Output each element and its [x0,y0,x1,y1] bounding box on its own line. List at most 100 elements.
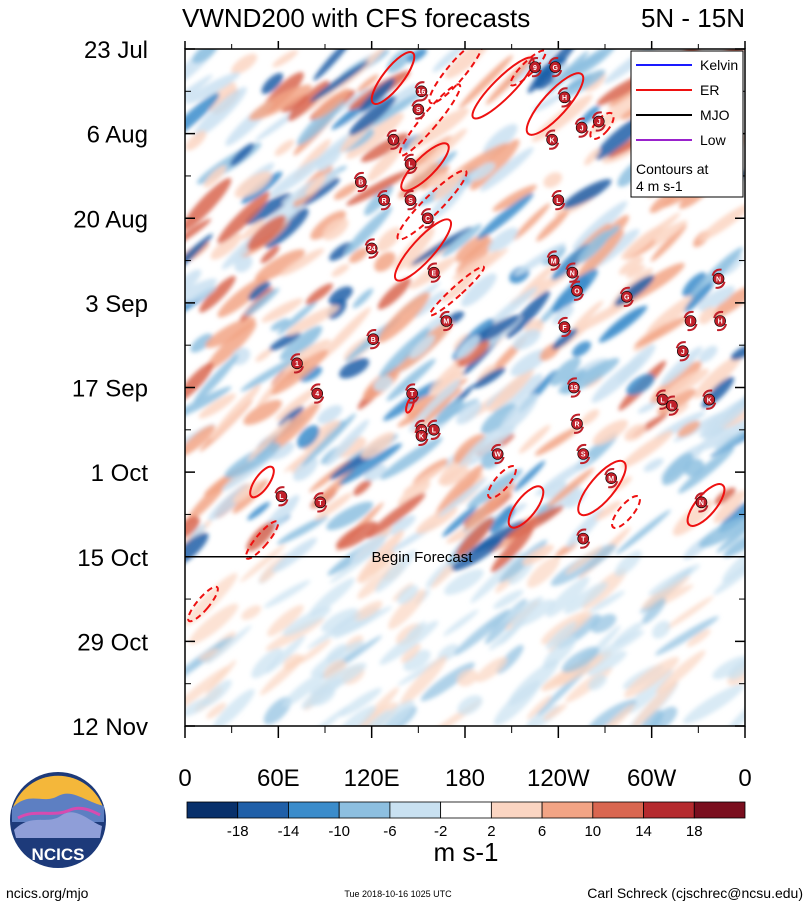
footer-timestamp: Tue 2018-10-16 1025 UTC [344,889,452,899]
storm-marker: N [711,268,726,289]
y-axis: 23 Jul 6 Aug 20 Aug 3 Sep 17 Sep 1 Oct 15 Oct 2… [72,37,745,741]
er-contour [525,72,585,136]
storm-marker: J [574,117,589,138]
storm-marker: J [675,341,690,362]
x-tick-label: 120E [344,765,400,792]
x-tick-label: 180 [445,765,485,792]
storm-label: Y [391,137,396,144]
storm-marker: W [490,443,505,465]
storm-marker: L [664,395,679,416]
colorbar-label: 6 [538,823,546,840]
legend-label: ER [700,82,719,98]
colorbar-swatch [186,801,239,819]
storm-label: 24 [368,246,376,253]
colorbar-swatch [592,801,644,819]
storm-label: E [432,270,437,277]
legend-label: Low [700,132,727,148]
storm-marker: Y [386,129,401,150]
storm-marker: 19 [566,377,581,398]
storm-label: T [318,500,323,507]
storm-marker: N [694,492,709,513]
er-contour [507,485,545,529]
storm-label: M [443,319,449,326]
storm-marker: K [414,425,429,446]
storm-marker: H [557,87,572,108]
legend-label: MJO [700,107,730,123]
storm-marker: T [313,492,328,513]
logo-text: NCICS [32,845,85,864]
er-contour [249,465,275,499]
storm-label: K [419,434,424,441]
y-tick-label: 23 Jul [84,37,148,64]
storm-label: N [570,270,575,277]
colorbar-swatch [693,801,746,819]
er-contour [429,265,485,317]
storm-marker: S [576,443,591,465]
er-contour [394,218,452,282]
storm-label: L [408,162,413,169]
colorbar-label: 14 [635,823,652,840]
er-contour [611,495,641,529]
storm-marker: 4 [310,383,325,404]
colorbar-swatch [490,801,543,819]
er-contour [589,111,615,141]
storm-label: G [624,295,630,302]
er-contour [187,585,219,623]
y-tick-label: 3 Sep [85,291,148,318]
storm-label: 4 [315,391,319,398]
colorbar-label: -6 [383,823,396,840]
colorbar-label: -18 [227,823,249,840]
storm-label: R [574,421,579,428]
storm-markers: 9G16HSJJYKLBSRLC24MENNOGMFIHBJ14T19LLK26… [274,57,728,549]
storm-label: H [562,95,567,102]
storm-label: S [416,107,421,114]
er-contour [487,465,517,499]
begin-forecast-label: Begin Forecast [372,549,474,566]
storm-marker: 1 [290,353,304,374]
storm-label: W [494,452,501,459]
storm-marker: L [274,486,289,507]
storm-marker: L [551,189,566,211]
er-contour [370,51,416,105]
ncics-logo: NCICS [10,772,106,868]
x-tick-label: 0 [738,765,751,792]
colorbar-swatch [643,801,695,819]
storm-label: L [670,403,675,410]
legend-label: Kelvin [700,57,738,73]
storm-label: L [432,428,437,435]
x-tick-label: 60W [627,765,677,792]
storm-label: K [707,397,712,404]
legend: Kelvin ER MJO Low Contours at 4 m s-1 [630,50,744,198]
forecast-marker: Begin Forecast [185,549,745,566]
legend-note-line2: 4 m s-1 [636,178,683,194]
storm-label: H [718,319,723,326]
storm-marker: L [403,153,418,174]
y-tick-label: 15 Oct [77,545,148,572]
storm-marker: T [576,528,591,549]
colorbar-swatch [338,801,391,819]
colorbar-swatch [237,801,289,819]
y-tick-label: 17 Sep [72,376,148,403]
storm-marker: B [353,171,368,193]
storm-label: B [358,180,363,187]
storm-label: G [552,65,558,72]
storm-marker: R [377,189,392,211]
storm-marker: M [604,468,619,489]
storm-marker: F [557,316,572,338]
storm-marker: E [426,262,441,283]
er-contour [509,49,547,87]
storm-marker: G [619,286,634,307]
er-contour [577,459,627,517]
y-tick-label: 20 Aug [73,206,148,233]
storm-label: O [574,288,580,295]
storm-label: K [550,137,555,144]
storm-label: N [716,276,721,283]
colorbar-label: 10 [584,823,601,840]
colorbar-label: 2 [487,823,495,840]
storm-label: M [608,476,614,483]
er-contour [396,169,468,241]
storm-label: I [690,319,692,326]
colorbar: -18 -14 -10 -6 -2 2 6 10 14 18 [186,801,746,840]
storm-marker: M [439,310,454,332]
y-tick-label: 29 Oct [77,629,148,656]
